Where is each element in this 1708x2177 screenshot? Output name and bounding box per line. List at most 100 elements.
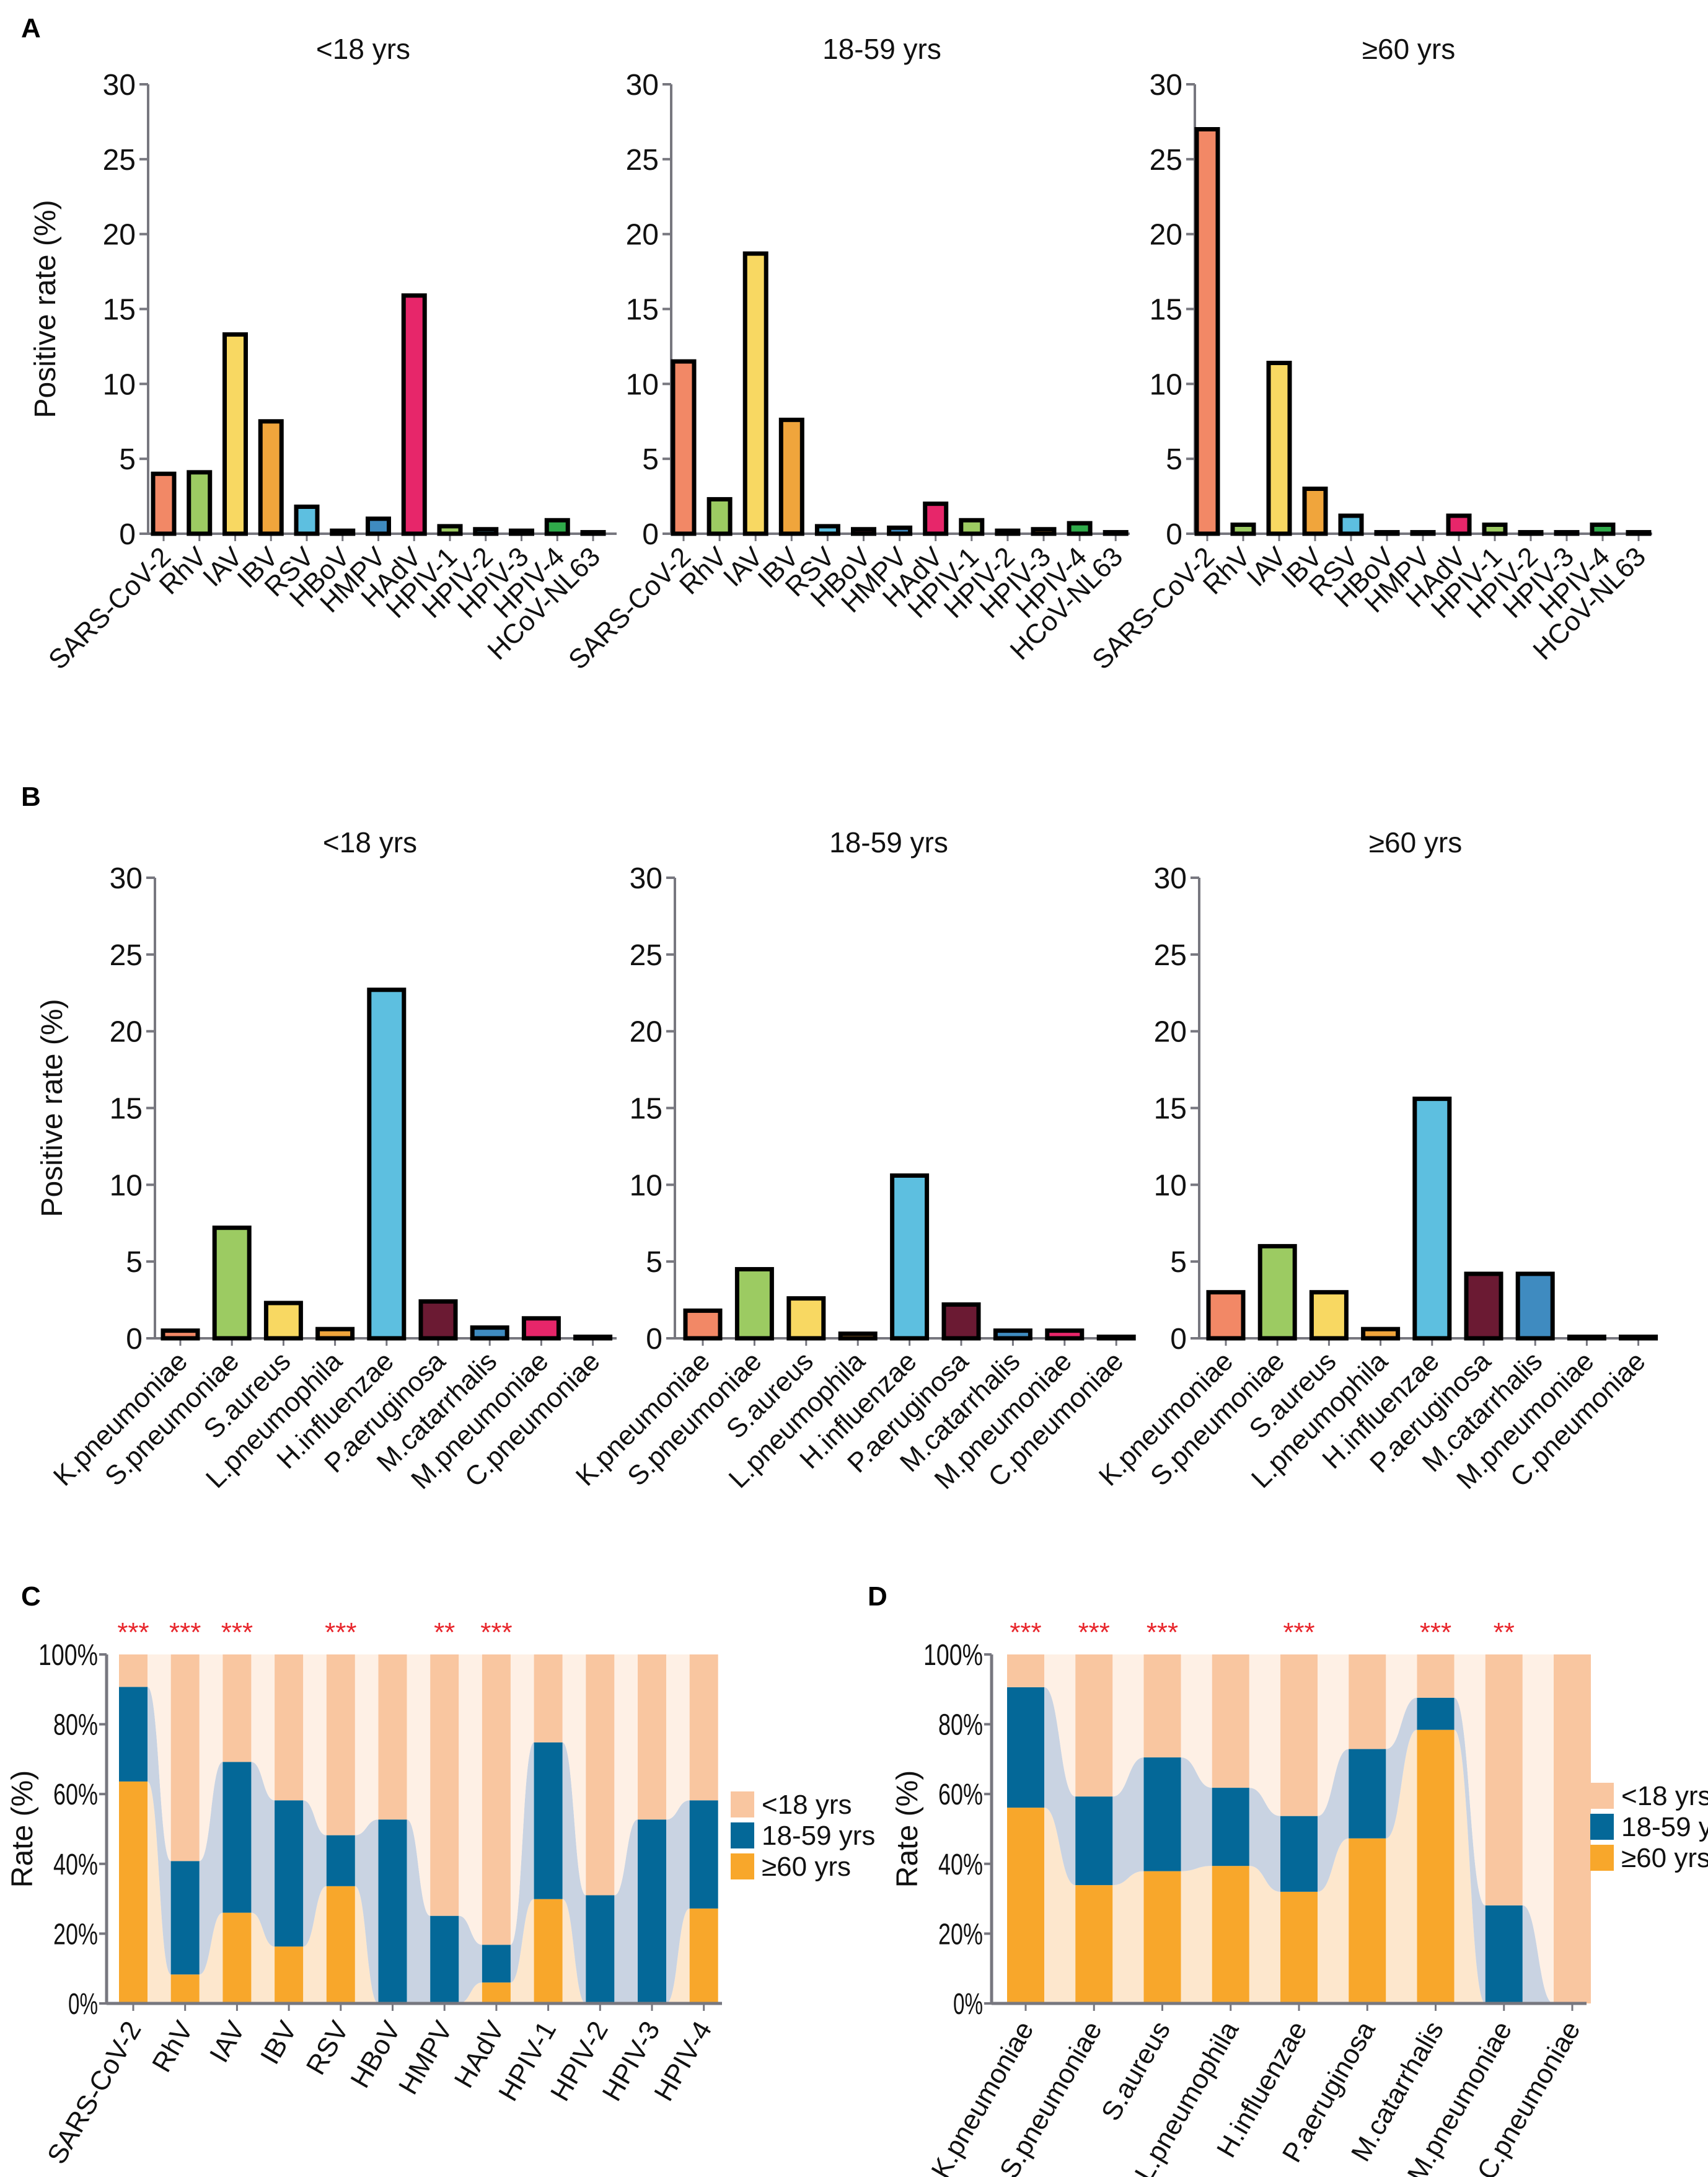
flow-bands: [1044, 1654, 1554, 2003]
bar-segment: [1143, 1871, 1181, 2003]
bar-segment: [170, 1654, 200, 1861]
y-tick-label: 40%: [53, 1848, 98, 1881]
y-tick-label: 10: [626, 368, 659, 401]
x-tick-label: IBV: [255, 2016, 303, 2069]
significance-marker: ***: [1010, 1617, 1041, 1648]
bar: [1515, 1271, 1555, 1341]
bar-segment: [119, 1687, 147, 1782]
y-tick-label: 0: [646, 1323, 663, 1356]
bar-segment: [1485, 1654, 1523, 1905]
y-tick-label: 20: [626, 219, 659, 252]
bar: [1338, 513, 1364, 536]
bar: [473, 527, 499, 536]
chart-title: 18-59 yrs: [822, 33, 941, 65]
bar-segment: [1349, 1654, 1386, 1749]
bar: [1619, 1335, 1658, 1341]
panel-label: B: [21, 782, 41, 812]
bar: [1194, 127, 1220, 536]
y-tick-label: 10: [110, 1169, 143, 1202]
flow-band: [1044, 1654, 1076, 1797]
bar-segment: [326, 1835, 355, 1886]
flow-band: [147, 1687, 171, 1975]
bar: [1518, 530, 1544, 536]
y-tick-label: 25: [103, 144, 136, 177]
bar: [838, 1331, 878, 1341]
y-tick-label: 10: [630, 1169, 663, 1202]
flow-band: [199, 1762, 223, 1975]
y-tick-label: 20%: [938, 1918, 983, 1951]
bar: [995, 528, 1021, 536]
bar: [1626, 530, 1652, 536]
bar: [521, 1316, 561, 1341]
flow-band: [407, 1654, 431, 1916]
y-axis-label: Rate (%): [6, 1770, 39, 1888]
x-tick-label: SARS-CoV-2: [42, 2016, 147, 2170]
flow-band: [1318, 1654, 1349, 1816]
legend-swatch: [731, 1791, 754, 1817]
bar: [509, 528, 534, 536]
bar: [1554, 530, 1580, 536]
legend-label: ≥60 yrs: [762, 1852, 851, 1882]
bar: [1230, 523, 1256, 536]
bar: [1031, 527, 1057, 536]
bar-segment: [1554, 1654, 1591, 2003]
y-tick-label: 20: [110, 1016, 143, 1049]
bar-segment: [326, 1886, 355, 2003]
bar: [1206, 1290, 1246, 1341]
bar: [1567, 1335, 1606, 1341]
bar-segment: [1007, 1654, 1044, 1687]
bar: [683, 1308, 723, 1341]
legend-label: 18-59 yrs: [1621, 1812, 1708, 1842]
significance-marker: ***: [1078, 1617, 1110, 1648]
y-tick-label: 80%: [53, 1709, 98, 1742]
y-tick-label: 10: [103, 368, 136, 401]
bar: [294, 505, 320, 536]
y-tick-label: 10: [1150, 368, 1182, 401]
flow-band: [251, 1654, 275, 1801]
bar: [923, 501, 949, 536]
legend-swatch: [1590, 1814, 1614, 1840]
y-tick-label: 0%: [953, 1988, 983, 2021]
bar: [212, 1225, 252, 1341]
y-tick-label: 20: [103, 219, 136, 252]
flow-band: [199, 1654, 223, 1861]
flow-band: [354, 1654, 379, 1835]
bar: [1045, 1328, 1085, 1341]
significance-marker: ***: [1147, 1617, 1178, 1648]
flow-band: [510, 1742, 534, 1983]
bar-segment: [482, 1654, 511, 1945]
bar-segment: [586, 1895, 615, 2003]
chart-title: 18-59 yrs: [829, 826, 948, 859]
bar-segment: [222, 1654, 252, 1762]
bar: [222, 332, 248, 536]
chart-title: <18 yrs: [323, 826, 417, 859]
y-tick-label: 20: [1150, 219, 1182, 252]
y-tick-label: 5: [642, 443, 659, 476]
significance-marker: ***: [1420, 1617, 1451, 1648]
y-tick-label: 0: [642, 518, 659, 551]
chart-title: ≥60 yrs: [1362, 33, 1456, 65]
bar: [263, 1300, 303, 1341]
flow-band: [147, 1654, 171, 1861]
bar-segment: [119, 1781, 147, 2003]
bar: [993, 1328, 1032, 1341]
bar: [1374, 530, 1400, 536]
legend-swatch: [1590, 1845, 1614, 1871]
bar: [401, 293, 427, 536]
bar-segment: [586, 1654, 615, 1896]
bar: [734, 1267, 774, 1341]
bar-segment: [1007, 1687, 1044, 1808]
y-tick-label: 25: [1154, 939, 1187, 972]
y-tick-label: 0: [126, 1323, 143, 1356]
bar-segment: [1485, 1905, 1523, 2003]
bar: [1464, 1271, 1503, 1341]
y-tick-label: 25: [1150, 144, 1182, 177]
bar: [161, 1328, 200, 1341]
y-tick-label: 15: [630, 1093, 663, 1126]
bar: [544, 518, 570, 536]
x-tick-label: RSV: [301, 2016, 355, 2080]
flow-band: [1386, 1654, 1417, 1749]
